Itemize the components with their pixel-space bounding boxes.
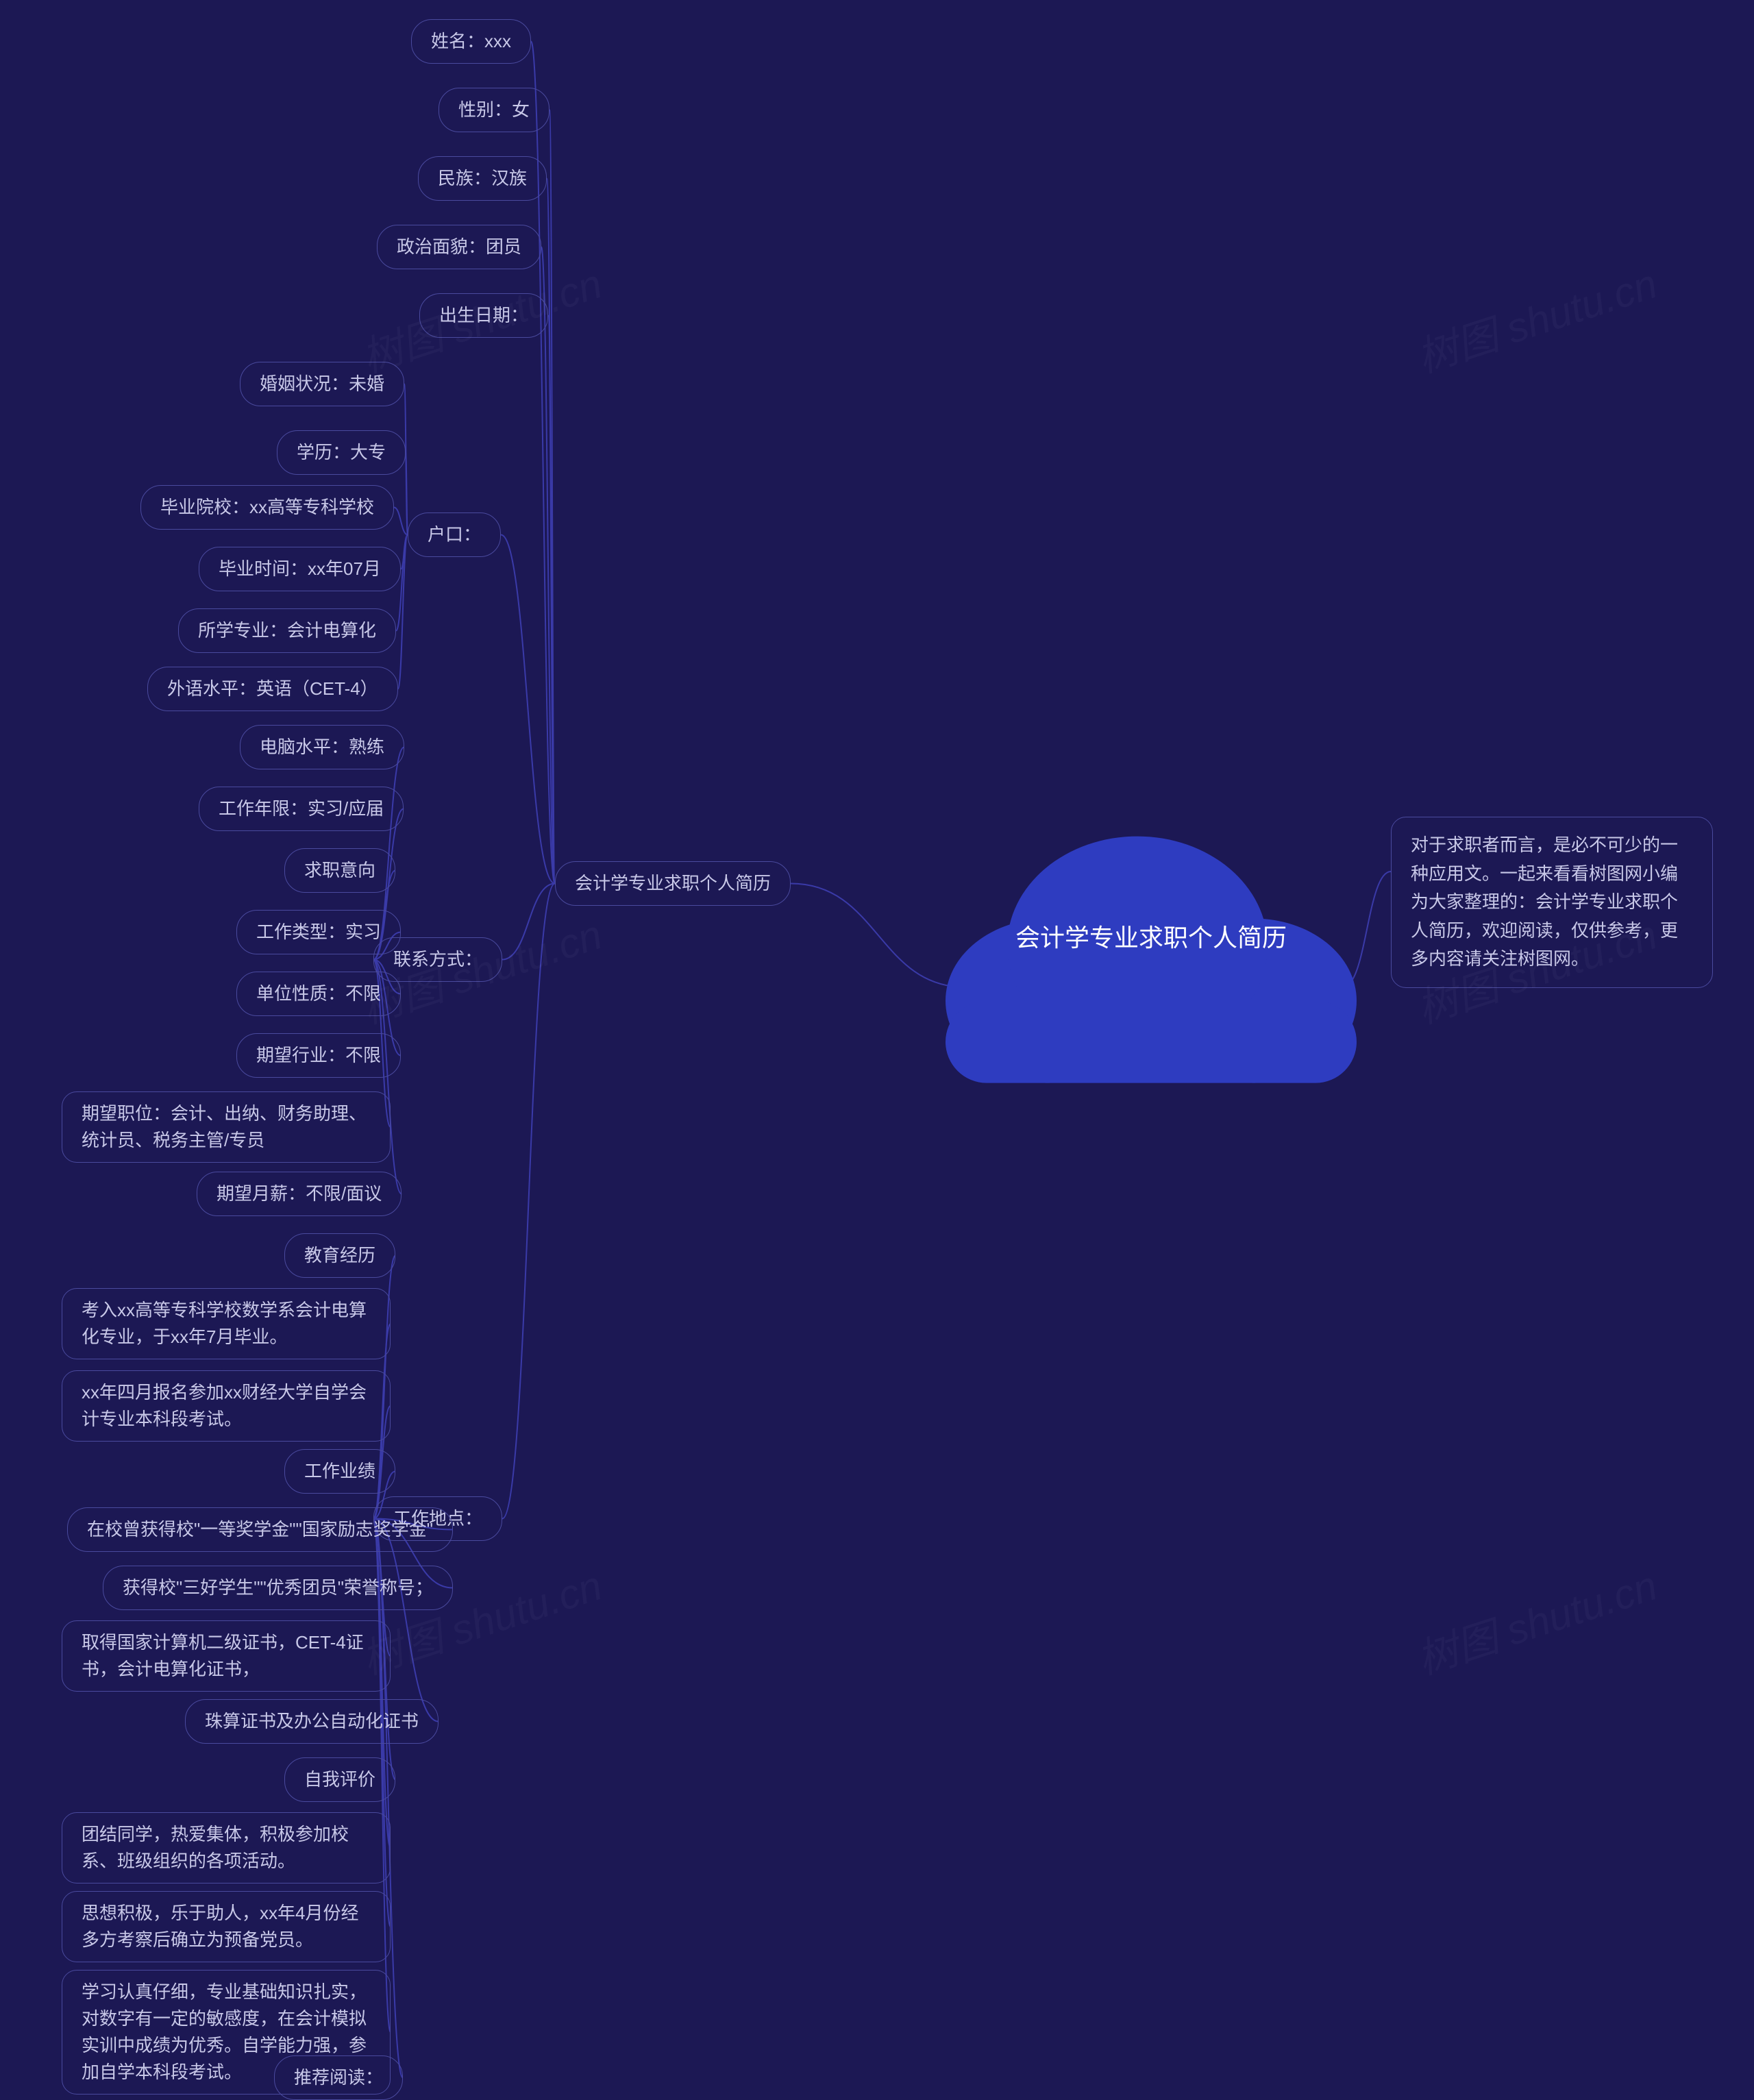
leaf-gradtime-label: 毕业时间：xx年07月 [219, 558, 381, 579]
leaf-name[interactable]: 姓名：xxx [411, 19, 531, 64]
leaf-salary-label: 期望月薪：不限/面议 [217, 1183, 382, 1204]
leaf-se1[interactable]: 团结同学，热爱集体，积极参加校系、班级组织的各项活动。 [62, 1812, 391, 1883]
leaf-se1-label: 团结同学，热爱集体，积极参加校系、班级组织的各项活动。 [82, 1824, 349, 1871]
hub-b[interactable]: 户口： [408, 512, 501, 557]
leaf-marital-label: 婚姻状况：未婚 [260, 373, 384, 394]
leaf-ach1[interactable]: 在校曾获得校"一等奖学金""国家励志奖学金" [67, 1507, 453, 1552]
leaf-edu2-label: xx年四月报名参加xx财经大学自学会计专业本科段考试。 [82, 1382, 367, 1429]
leaf-ethnic-label: 民族：汉族 [438, 168, 527, 188]
leaf-unit[interactable]: 单位性质：不限 [236, 972, 401, 1016]
description-text: 对于求职者而言，是必不可少的一种应用文。一起来看看树图网小编为大家整理的：会计学… [1411, 835, 1678, 969]
leaf-lang[interactable]: 外语水平：英语（CET-4） [147, 667, 398, 711]
leaf-name-label: 姓名：xxx [431, 31, 511, 51]
leaf-ach4[interactable]: 珠算证书及办公自动化证书 [185, 1699, 438, 1744]
leaf-politics[interactable]: 政治面貌：团员 [377, 225, 541, 269]
leaf-intent-label: 求职意向 [304, 860, 375, 880]
leaf-industry-label: 期望行业：不限 [256, 1045, 381, 1065]
leaf-comp[interactable]: 电脑水平：熟练 [240, 725, 404, 769]
hub-main[interactable]: 会计学专业求职个人简历 [555, 861, 791, 906]
leaf-major-label: 所学专业：会计电算化 [198, 620, 376, 641]
leaf-selfeval[interactable]: 自我评价 [284, 1757, 395, 1802]
leaf-major[interactable]: 所学专业：会计电算化 [178, 608, 396, 653]
description-box: 对于求职者而言，是必不可少的一种应用文。一起来看看树图网小编为大家整理的：会计学… [1391, 817, 1713, 988]
leaf-edu1[interactable]: 考入xx高等专科学校数学系会计电算化专业，于xx年7月毕业。 [62, 1288, 391, 1359]
root-label: 会计学专业求职个人简历 [1015, 924, 1287, 952]
cloud-shape [946, 837, 1357, 1083]
leaf-workach[interactable]: 工作业绩 [284, 1449, 395, 1494]
leaf-edu1-label: 考入xx高等专科学校数学系会计电算化专业，于xx年7月毕业。 [82, 1300, 367, 1347]
root-cloud[interactable]: 会计学专业求职个人简历 [973, 918, 1329, 954]
leaf-industry[interactable]: 期望行业：不限 [236, 1033, 401, 1078]
leaf-gender[interactable]: 性别：女 [438, 88, 549, 132]
leaf-gradtime[interactable]: 毕业时间：xx年07月 [199, 547, 401, 591]
leaf-salary[interactable]: 期望月薪：不限/面议 [197, 1172, 402, 1216]
leaf-school-label: 毕业院校：xx高等专科学校 [160, 497, 374, 517]
leaf-ach2-label: 获得校"三好学生""优秀团员"荣誉称号； [123, 1577, 433, 1598]
leaf-pos[interactable]: 期望职位：会计、出纳、财务助理、统计员、税务主管/专员 [62, 1091, 391, 1163]
leaf-worktype[interactable]: 工作类型：实习 [236, 910, 401, 954]
leaf-rec-label: 推荐阅读： [294, 2067, 383, 2088]
leaf-school[interactable]: 毕业院校：xx高等专科学校 [140, 485, 394, 530]
leaf-selfeval-label: 自我评价 [304, 1769, 375, 1790]
leaf-rec[interactable]: 推荐阅读： [274, 2055, 403, 2100]
leaf-edu2[interactable]: xx年四月报名参加xx财经大学自学会计专业本科段考试。 [62, 1370, 391, 1442]
leaf-intent[interactable]: 求职意向 [284, 848, 395, 893]
hub-main-label: 会计学专业求职个人简历 [575, 873, 771, 893]
leaf-gender-label: 性别：女 [458, 99, 530, 120]
leaf-ach2[interactable]: 获得校"三好学生""优秀团员"荣誉称号； [103, 1566, 453, 1610]
leaf-workach-label: 工作业绩 [304, 1461, 375, 1481]
leaf-worktype-label: 工作类型：实习 [256, 922, 381, 942]
leaf-ethnic[interactable]: 民族：汉族 [418, 156, 547, 201]
leaf-marital[interactable]: 婚姻状况：未婚 [240, 362, 404, 406]
leaf-workyr[interactable]: 工作年限：实习/应届 [199, 787, 404, 831]
leaf-se2[interactable]: 思想积极，乐于助人，xx年4月份经多方考察后确立为预备党员。 [62, 1891, 391, 1962]
leaf-edu[interactable]: 学历：大专 [277, 430, 406, 475]
leaf-lang-label: 外语水平：英语（CET-4） [167, 678, 378, 699]
leaf-pos-label: 期望职位：会计、出纳、财务助理、统计员、税务主管/专员 [82, 1103, 367, 1150]
leaf-unit-label: 单位性质：不限 [256, 983, 381, 1004]
hub-b-label: 户口： [428, 524, 481, 545]
leaf-ach4-label: 珠算证书及办公自动化证书 [205, 1711, 419, 1731]
leaf-ach3-label: 取得国家计算机二级证书，CET-4证书，会计电算化证书， [82, 1632, 364, 1679]
leaf-eduexp-label: 教育经历 [304, 1245, 375, 1265]
leaf-dob[interactable]: 出生日期： [419, 293, 548, 338]
hub-c-label: 联系方式： [393, 949, 482, 969]
leaf-politics-label: 政治面貌：团员 [397, 236, 521, 257]
leaf-workyr-label: 工作年限：实习/应届 [219, 798, 384, 819]
leaf-edu-label: 学历：大专 [297, 442, 386, 462]
leaf-ach1-label: 在校曾获得校"一等奖学金""国家励志奖学金" [87, 1519, 433, 1540]
leaf-ach3[interactable]: 取得国家计算机二级证书，CET-4证书，会计电算化证书， [62, 1620, 391, 1692]
leaf-comp-label: 电脑水平：熟练 [260, 737, 384, 757]
leaf-se2-label: 思想积极，乐于助人，xx年4月份经多方考察后确立为预备党员。 [82, 1903, 358, 1950]
leaf-dob-label: 出生日期： [439, 305, 528, 325]
leaf-eduexp[interactable]: 教育经历 [284, 1233, 395, 1278]
